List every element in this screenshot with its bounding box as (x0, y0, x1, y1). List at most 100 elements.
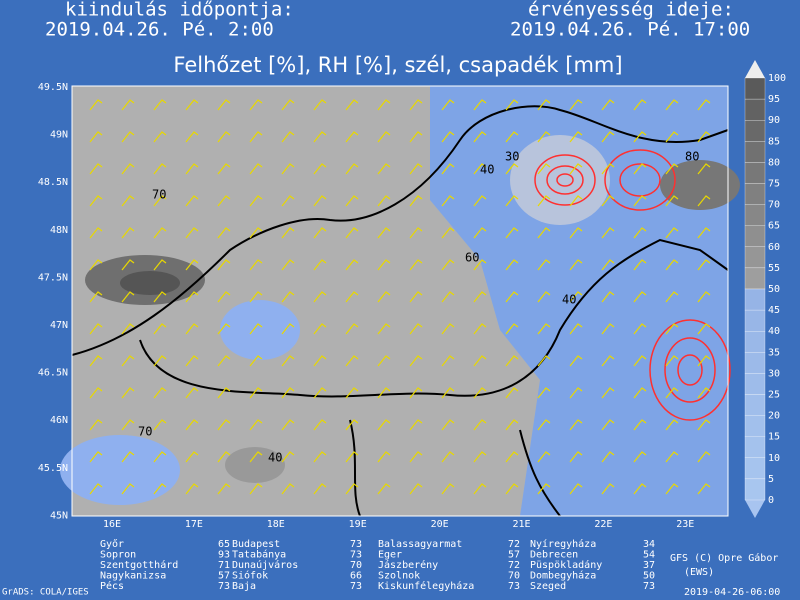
wind-barb (537, 195, 551, 207)
wind-barb (441, 259, 455, 271)
colorbar-label: 30 (768, 368, 780, 379)
wind-barb (537, 451, 551, 463)
wind-barb (697, 451, 711, 463)
wind-barb (153, 99, 167, 111)
city-value: 70 (350, 560, 362, 571)
grads: GrADS: COLA/IGES (2, 588, 89, 598)
wind-barb (537, 163, 551, 175)
wind-barb (697, 227, 711, 239)
lat-label: 47N (50, 320, 68, 331)
wind-barb (601, 387, 615, 399)
colorbar-cell (744, 309, 766, 332)
wind-barb (217, 483, 231, 495)
wind-barb (121, 387, 135, 399)
wind-barb (217, 451, 231, 463)
wind-barb (441, 131, 455, 143)
wind-barb (377, 387, 391, 399)
city-value: 73 (643, 581, 655, 592)
wind-barb (473, 355, 487, 367)
wind-barb (153, 451, 167, 463)
city-name: Szentgotthárd (100, 559, 178, 571)
wind-barb (505, 195, 519, 207)
axes: 49.5N 49N 48.5N 48N 47.5N 47N 46.5N 46N 45.5N 45N… (38, 82, 694, 530)
colorbar-label: 55 (768, 263, 780, 274)
wind-barb (537, 131, 551, 143)
wind-barb (537, 387, 551, 399)
city-name: Pécs (100, 580, 124, 592)
lat-label: 46N (50, 415, 68, 426)
precip-contours (534, 149, 731, 421)
credit-sub: (EWS) (684, 567, 714, 578)
wind-barb (537, 483, 551, 495)
colorbar-cell (744, 204, 766, 226)
city-name: Püspökladány (530, 559, 602, 571)
wind-barb (409, 355, 423, 367)
wind-barb (153, 483, 167, 495)
contour-labels: 70 30 40 80 60 40 70 40 (138, 150, 699, 465)
wind-barb (601, 259, 615, 271)
wind-barb (249, 259, 263, 271)
wind-barb (505, 483, 519, 495)
wind-barb (665, 483, 679, 495)
colorbar-cell (744, 436, 766, 458)
colorbar-label: 100 (768, 73, 786, 84)
wind-barb (409, 163, 423, 175)
wind-barb (153, 163, 167, 175)
wind-barb (601, 195, 615, 207)
colorbar-label: 60 (768, 242, 780, 253)
wind-barb (409, 291, 423, 303)
wind-barb (409, 483, 423, 495)
wind-barb (633, 451, 647, 463)
wind-barb (121, 355, 135, 367)
wind-barb (601, 131, 615, 143)
wind-barb (505, 419, 519, 431)
wind-barb (665, 163, 679, 175)
wind-barb (441, 355, 455, 367)
wind-barb (185, 323, 199, 335)
city-value: 34 (643, 539, 655, 550)
wind-barb (697, 355, 711, 367)
wind-barb (281, 451, 295, 463)
wind-barb (505, 355, 519, 367)
city-name: Baja (232, 581, 256, 592)
lon-label: 17E (185, 519, 203, 530)
wind-barb (473, 483, 487, 495)
wind-barb (697, 323, 711, 335)
wind-barb (217, 163, 231, 175)
valid-time: 2019.04.26. Pé. 17:00 (510, 19, 750, 41)
wind-barb (377, 259, 391, 271)
colorbar-label: 80 (768, 157, 780, 168)
wind-barb (281, 259, 295, 271)
wind-barb (281, 323, 295, 335)
cloud-patch (225, 447, 285, 483)
city-name: Debrecen (530, 550, 578, 561)
dark-cloud (120, 271, 180, 295)
colorbar: 1009590858075706560555045403530252015105… (744, 73, 786, 506)
lat-label: 49N (50, 130, 68, 141)
wind-barb (409, 195, 423, 207)
colorbar-label: 75 (768, 179, 780, 190)
colorbar-label: 85 (768, 136, 780, 147)
city-value: 72 (508, 539, 520, 550)
wind-barb (249, 99, 263, 111)
colorbar-label: 5 (768, 474, 774, 485)
wind-barb (185, 131, 199, 143)
colorbar-cell (744, 162, 766, 184)
city-value: 57 (508, 550, 520, 561)
lat-label: 45.5N (38, 463, 68, 474)
wind-barb (89, 195, 103, 207)
wind-barb (697, 419, 711, 431)
wind-barb (665, 387, 679, 399)
wind-barb (665, 451, 679, 463)
colorbar-label: 40 (768, 326, 780, 337)
city-table: Győr 65 Sopron 93 Szentgotthárd 71 Nagykanizsa… (100, 538, 655, 592)
wind-barb (185, 451, 199, 463)
wind-barb (633, 163, 647, 175)
wind-barb (665, 355, 679, 367)
wind-barb (185, 483, 199, 495)
wind-barb (665, 227, 679, 239)
wind-barb (153, 323, 167, 335)
wind-barb (601, 451, 615, 463)
wind-barb (601, 323, 615, 335)
